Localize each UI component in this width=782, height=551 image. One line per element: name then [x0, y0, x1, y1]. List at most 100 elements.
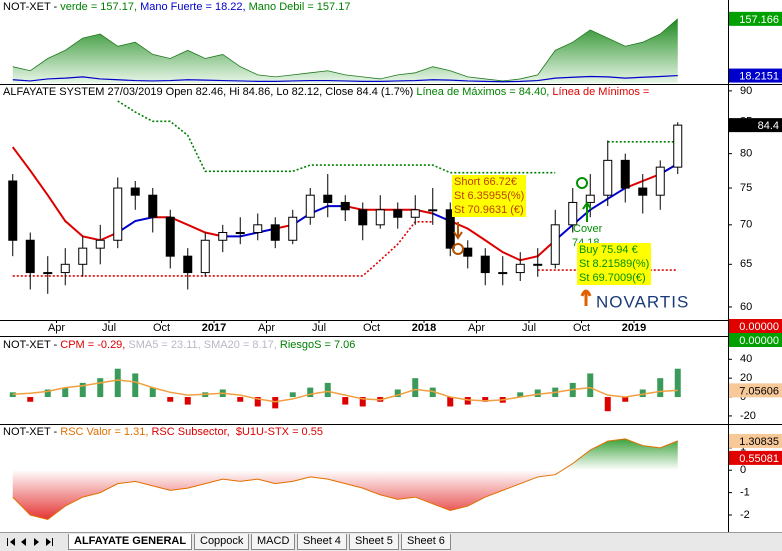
candle-body: [253, 224, 263, 233]
bar: [464, 397, 471, 405]
last-value-label: 84.4: [758, 120, 779, 132]
candle-body: [43, 272, 53, 275]
last-value-box: [729, 11, 782, 26]
y-tick-label: -20: [740, 410, 756, 422]
header-text: NOT-XET -: [3, 339, 61, 351]
candle-body: [130, 187, 140, 196]
header-text: NOT-XET -: [3, 1, 61, 13]
header-text: SMA20 = 8.17,: [200, 339, 277, 351]
bar: [184, 397, 191, 405]
candle-body: [445, 209, 455, 249]
signal-marker: [576, 177, 588, 189]
y-tick-label: -1: [740, 487, 750, 499]
header-text: SMA5 = 23.11,: [125, 339, 201, 351]
header-text: Línea de Mínimos =: [549, 86, 650, 98]
candle-body: [358, 209, 368, 226]
bar: [674, 368, 681, 398]
y-tick-label: 40: [740, 353, 752, 365]
sheet-tab[interactable]: Sheet 4: [297, 534, 347, 550]
area-outline: [12, 18, 679, 82]
bar: [62, 387, 69, 398]
header-text: , $U1U-STX = 0.55: [226, 426, 323, 438]
bar: [517, 392, 524, 398]
bar: [482, 397, 489, 402]
bar: [324, 382, 331, 398]
trade-note: Short 66.72€ St 6.35955(%) St 70.9631 (€): [452, 175, 527, 217]
candle-body: [638, 187, 648, 196]
area: [12, 438, 678, 520]
candle-body: [235, 231, 245, 234]
x-tick-label: Oct: [363, 322, 380, 334]
max-line: [117, 100, 678, 174]
bar: [27, 397, 34, 402]
x-tick-label: Apr: [468, 322, 485, 334]
bar: [622, 397, 629, 402]
x-tick-label: Apr: [48, 322, 65, 334]
sheet-tab[interactable]: Sheet 6: [401, 534, 451, 550]
candle-body: [585, 194, 595, 203]
x-tick-label: 2017: [202, 322, 226, 334]
candle-body: [410, 209, 420, 218]
bar: [412, 378, 419, 398]
candle-body: [375, 209, 385, 226]
y-tick-label: 90: [740, 85, 752, 97]
note-line: St 69.7009(€): [579, 272, 646, 284]
candle-body: [673, 124, 683, 168]
bar: [429, 387, 436, 398]
header-text: NOT-XET -: [3, 426, 61, 438]
y-tick-label: -2: [740, 509, 750, 521]
candle-body: [428, 209, 438, 212]
bar: [272, 397, 279, 409]
candle-body: [8, 180, 18, 241]
y-tick-label: 0: [740, 464, 746, 476]
bar: [79, 382, 86, 398]
tab-nav[interactable]: [2, 533, 64, 551]
sheet-tab[interactable]: Coppock: [194, 534, 250, 550]
x-tick-label: Oct: [153, 322, 170, 334]
bar: [342, 397, 349, 405]
candle-body: [288, 216, 298, 241]
header-text: verde = 157.17,: [60, 1, 138, 13]
signal-arrow: [582, 201, 592, 222]
note-line: Short 66.72€: [454, 176, 517, 188]
bar: [237, 397, 244, 402]
background: [0, 0, 782, 532]
bar: [9, 392, 16, 398]
candle-body: [148, 194, 158, 218]
y-tick-label: 60: [740, 301, 752, 313]
bar: [447, 397, 454, 407]
candle-body: [515, 263, 525, 274]
line: [12, 74, 678, 83]
cover-label: Cover: [573, 223, 603, 235]
last-value-box: [729, 433, 782, 448]
y-tick-label: 65: [740, 258, 752, 270]
sheet-tab[interactable]: ALFAYATE GENERAL: [68, 534, 193, 550]
header-text: Mano Debil = 157.17: [245, 1, 351, 13]
x-tick-label: Jul: [102, 322, 116, 334]
bar: [657, 378, 664, 398]
candle-body: [183, 255, 193, 274]
x-tick-label: Jul: [312, 322, 326, 334]
bar: [132, 373, 139, 398]
edge-box: [729, 319, 782, 333]
sheet-tab[interactable]: Sheet 5: [349, 534, 399, 550]
y-tick-label: 80: [740, 148, 752, 160]
bar: [394, 389, 401, 398]
signal-marker: [452, 243, 464, 255]
bar: [149, 387, 156, 398]
candle-body: [498, 272, 508, 275]
candle-body: [218, 231, 228, 241]
candle-body: [655, 166, 665, 196]
pane-header: NOT-XET - CPM = -0.29, SMA5 = 23.11, SMA…: [3, 339, 355, 352]
y-tick-label: 75: [740, 182, 752, 194]
edge-box: [729, 333, 782, 347]
note-line: St 6.35955(%): [454, 190, 525, 202]
header-text: RSC Subsector: [148, 426, 227, 438]
bar: [289, 392, 296, 398]
moving-average: [117, 216, 153, 234]
header-text: RSC Valor = 1.31,: [60, 426, 149, 438]
sheet-tab[interactable]: MACD: [251, 534, 296, 550]
x-tick-label: 2019: [622, 322, 646, 334]
pane-header: NOT-XET - RSC Valor = 1.31, RSC Subsecto…: [3, 426, 323, 439]
candle-body: [340, 201, 350, 211]
